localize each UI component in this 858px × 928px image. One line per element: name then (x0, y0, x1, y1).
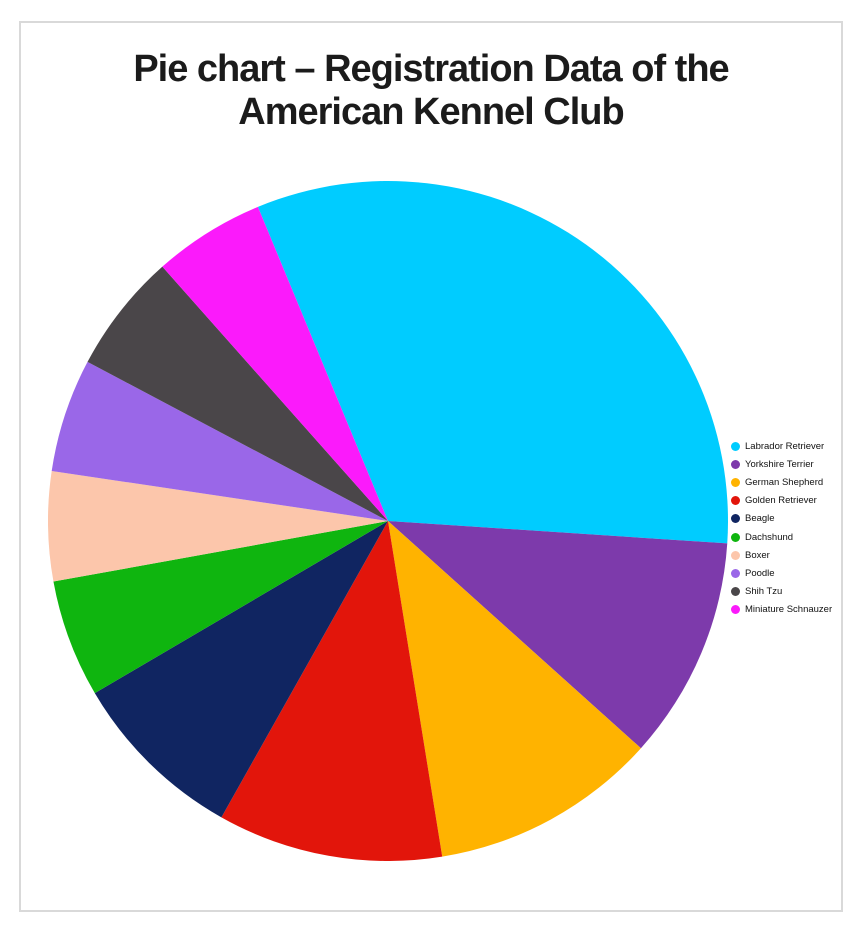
legend-item-beagle[interactable]: Beagle (731, 510, 858, 528)
legend-label: Beagle (745, 513, 775, 525)
legend-item-labrador-retriever[interactable]: Labrador Retriever (731, 437, 858, 455)
pie-slice-dachshund[interactable] (53, 521, 388, 694)
pie-slice-poodle[interactable] (51, 361, 388, 521)
legend-item-german-shepherd[interactable]: German Shepherd (731, 473, 858, 491)
legend-swatch-icon (731, 496, 740, 506)
legend-swatch-icon (731, 514, 740, 524)
pie-slice-shih-tzu[interactable] (87, 266, 388, 521)
legend-label: Dachshund (745, 531, 794, 543)
legend-swatch-icon (731, 587, 740, 597)
pie-slice-german-shepherd[interactable] (388, 521, 641, 857)
chart-title: Pie chart – Registration Data of the Ame… (133, 48, 729, 133)
chart-frame: Pie chart – Registration Data of the Ame… (19, 21, 843, 912)
legend-item-shih-tzu[interactable]: Shih Tzu (731, 583, 858, 601)
legend-label: German Shepherd (745, 476, 824, 488)
legend-label: Miniature Schnauzer (745, 604, 833, 616)
pie-slice-labrador-retriever[interactable] (257, 181, 728, 544)
pie-chart (48, 181, 728, 861)
pie-slice-boxer[interactable] (48, 470, 389, 582)
legend-swatch-icon (731, 459, 740, 469)
legend-label: Shih Tzu (745, 586, 783, 598)
legend-label: Yorkshire Terrier (745, 458, 814, 470)
legend-swatch-icon (731, 605, 740, 615)
legend-item-yorkshire-terrier[interactable]: Yorkshire Terrier (731, 455, 858, 473)
legend-swatch-icon (731, 550, 740, 560)
pie-slice-beagle[interactable] (94, 521, 388, 818)
legend-label: Labrador Retriever (745, 440, 825, 452)
legend-item-golden-retriever[interactable]: Golden Retriever (731, 492, 858, 510)
legend: Labrador Retriever Yorkshire Terrier Germa… (731, 437, 858, 619)
legend-swatch-icon (731, 568, 740, 578)
pie-slice-golden-retriever[interactable] (221, 521, 443, 861)
legend-swatch-icon (731, 477, 740, 487)
legend-item-boxer[interactable]: Boxer (731, 546, 858, 564)
legend-label: Boxer (745, 549, 770, 561)
legend-swatch-icon (731, 441, 740, 451)
legend-label: Golden Retriever (745, 495, 817, 507)
legend-swatch-icon (731, 532, 740, 542)
legend-item-dachshund[interactable]: Dachshund (731, 528, 858, 546)
legend-item-poodle[interactable]: Poodle (731, 564, 858, 582)
pie-slice-miniature-schnauzer[interactable] (162, 206, 388, 521)
legend-item-miniature-schnauzer[interactable]: Miniature Schnauzer (731, 601, 858, 619)
legend-label: Poodle (745, 567, 775, 579)
pie-slice-yorkshire-terrier[interactable] (388, 521, 728, 749)
